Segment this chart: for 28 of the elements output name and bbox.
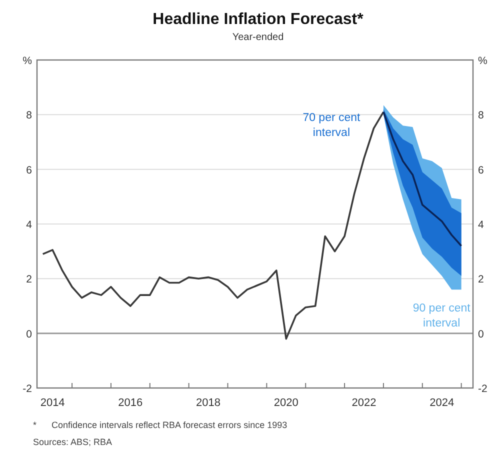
line-series <box>382 111 462 247</box>
chart-subtitle: Year-ended <box>232 32 284 43</box>
text: * Confidence intervals reflect RBA forecast errors since 1993 <box>33 420 288 430</box>
legend-label: 90 per cent interval <box>412 302 472 330</box>
x-tick-label: 2020 <box>274 397 298 409</box>
chart-title: Headline Inflation Forecast* <box>152 11 364 28</box>
y-tick-label: 0 <box>26 328 32 340</box>
y2-tick-label: 4 <box>478 219 484 231</box>
y2-tick-label: % <box>478 55 488 67</box>
x-tick-label: 2014 <box>40 397 65 409</box>
y-tick-label: -2 <box>22 383 32 395</box>
x-tick-label: 2016 <box>118 397 143 409</box>
y-tick-label: 8 <box>26 110 32 122</box>
y2-tick-label: 2 <box>478 274 484 286</box>
x-tick-label: 2024 <box>430 397 454 409</box>
y-tick-label: % <box>22 55 32 67</box>
y2-tick-label: 0 <box>478 328 484 340</box>
y-tick-label: 2 <box>26 274 32 286</box>
y2-tick-label: 8 <box>478 110 484 122</box>
line-series <box>42 111 384 340</box>
legend-label: 70 per cent interval <box>302 112 362 140</box>
y-tick-label: 6 <box>26 164 32 176</box>
y2-tick-label: -2 <box>478 383 488 395</box>
source-note: Sources: ABS; RBA <box>33 437 112 447</box>
y-tick-label: 4 <box>26 219 32 231</box>
x-tick-label: 2022 <box>352 397 376 409</box>
x-tick-label: 2018 <box>196 397 221 409</box>
y2-tick-label: 6 <box>478 164 484 176</box>
